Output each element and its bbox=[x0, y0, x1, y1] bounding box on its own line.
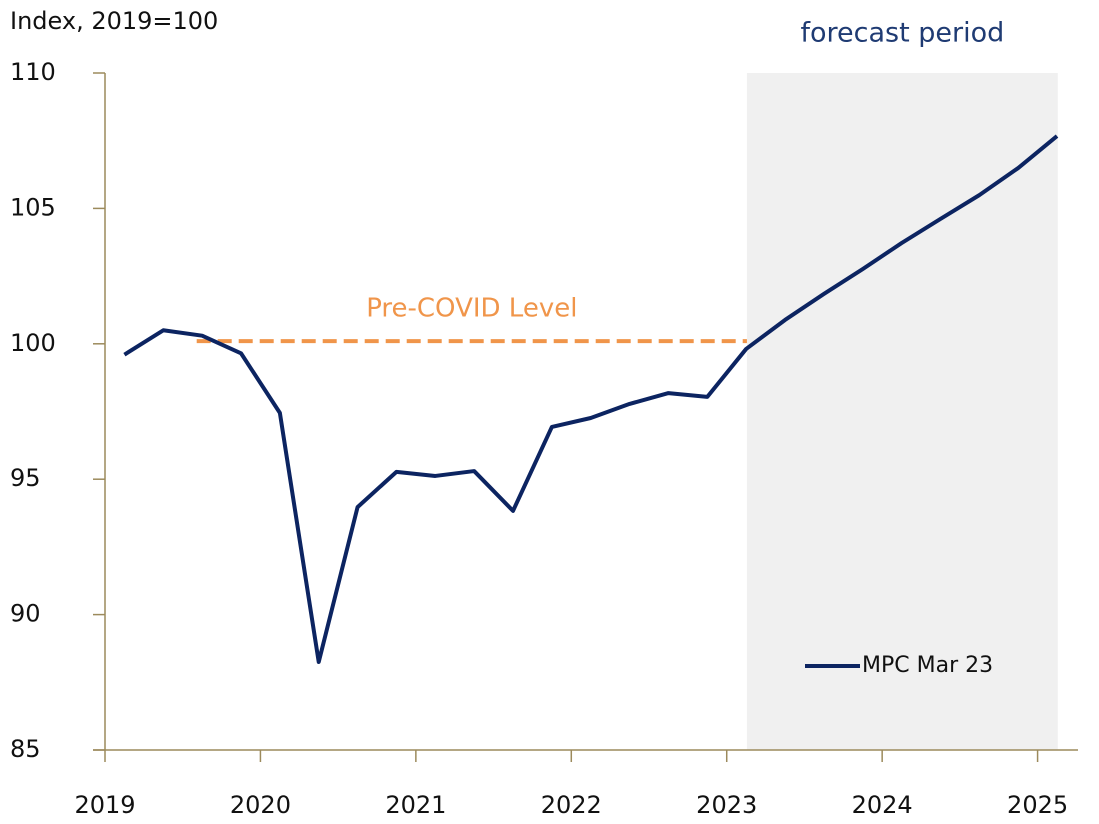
forecast-label: forecast period bbox=[800, 18, 1004, 49]
y-tick-label: 85 bbox=[10, 735, 41, 763]
series-line bbox=[123, 134, 1059, 664]
forecast-region bbox=[746, 73, 1058, 750]
pre-covid-label: Pre-COVID Level bbox=[366, 294, 577, 324]
legend-label: MPC Mar 23 bbox=[862, 653, 993, 678]
x-tick-label: 2025 bbox=[1007, 791, 1068, 819]
x-tick-label: 2024 bbox=[852, 791, 913, 819]
x-tick-label: 2021 bbox=[385, 791, 446, 819]
y-tick-label: 90 bbox=[10, 600, 41, 628]
x-tick-label: 2019 bbox=[74, 791, 135, 819]
x-tick-label: 2020 bbox=[230, 791, 291, 819]
y-tick-label: 105 bbox=[10, 193, 56, 221]
y-tick-label: 95 bbox=[10, 464, 41, 492]
y-tick-label: 100 bbox=[10, 329, 56, 357]
y-axis-label: Index, 2019=100 bbox=[10, 7, 218, 35]
x-tick-label: 2023 bbox=[696, 791, 757, 819]
x-tick-label: 2022 bbox=[541, 791, 602, 819]
y-tick-label: 110 bbox=[10, 58, 56, 86]
